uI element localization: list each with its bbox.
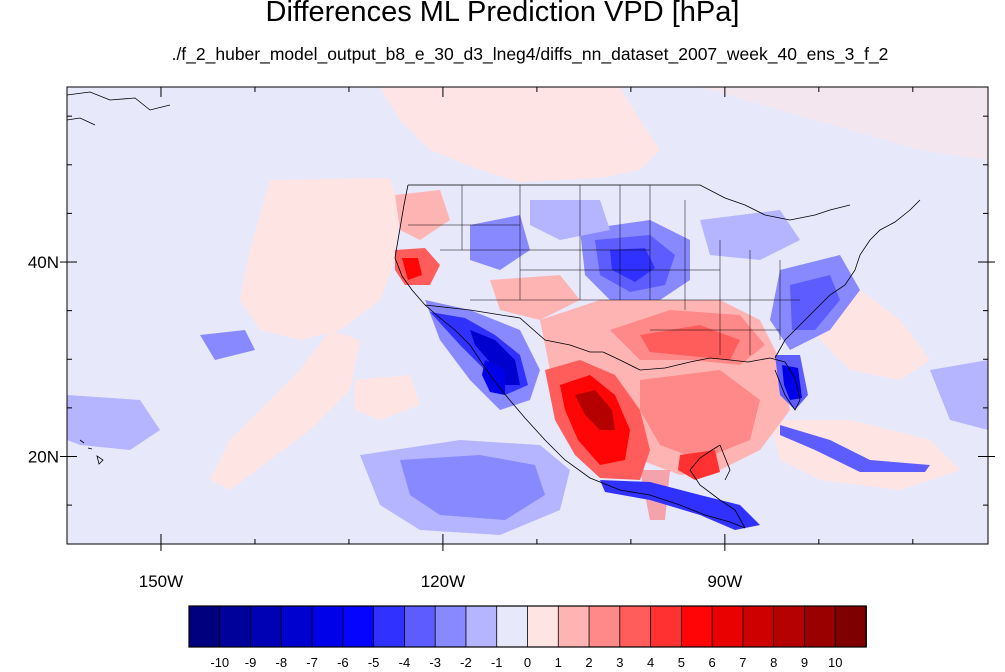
colorbar-label: 3 — [616, 655, 623, 670]
colorbar-label: 9 — [801, 655, 808, 670]
cool-field-north-plains — [530, 200, 610, 240]
y-tick-label: 40N — [28, 253, 59, 272]
colorbar-label: 5 — [678, 655, 685, 670]
pink-field-pacific-diagonal — [210, 330, 360, 490]
colorbar-swatch — [311, 605, 344, 648]
colorbar-label: 10 — [828, 655, 842, 670]
colorbar-swatch — [619, 605, 652, 648]
colorbar-label: -7 — [306, 655, 318, 670]
cool-field-baja-core — [470, 330, 520, 385]
north-america-coastline — [394, 184, 921, 529]
warm-field-gulf-interior — [640, 370, 760, 460]
colorbar-label: -8 — [276, 655, 288, 670]
warm-field-california-core — [402, 258, 422, 280]
axis-ticks — [60, 87, 995, 551]
axis-tick-labels: 150W 120W 90W 20N 40N — [28, 253, 743, 591]
colorbar-label: 1 — [555, 655, 562, 670]
colorbar-label: 8 — [770, 655, 777, 670]
cool-field-east-coast-inner — [790, 275, 840, 330]
x-tick-label: 90W — [707, 572, 742, 591]
colorbar: -10 -9 -8 -7 -6 -5 -4 -3 -2 -1 0 1 2 3 4 5 6 7 8 9 10 — [188, 605, 867, 670]
chart-subtitle: ./f_2_huber_model_output_b8_e_30_d3_lneg… — [171, 44, 889, 64]
colorbar-swatch — [250, 605, 283, 648]
colorbar-swatch — [465, 605, 498, 648]
colorbar-label: 0 — [524, 655, 531, 670]
colorbar-label: -9 — [245, 655, 257, 670]
pink-field-north-pacific — [380, 87, 660, 182]
cool-field-great-lakes — [700, 210, 800, 260]
cool-field-florida-core — [782, 365, 802, 400]
us-mexico-border — [424, 304, 603, 353]
alaska-coast — [67, 91, 171, 126]
colorbar-swatch — [373, 605, 406, 648]
chart-title: Differences ML Prediction VPD [hPa] — [265, 0, 740, 28]
colorbar-swatch — [496, 605, 529, 648]
colorbar-swatch — [650, 605, 683, 648]
colorbar-swatch — [773, 605, 806, 648]
warm-field-mexico-core — [575, 390, 615, 430]
cool-field-east-pacific-inner — [400, 455, 545, 520]
colorbar-label: 2 — [585, 655, 592, 670]
map-plot-area — [67, 87, 988, 544]
warm-field-oregon — [395, 190, 450, 240]
cool-field-central-plains-core — [610, 248, 655, 282]
colorbar-swatch — [434, 605, 467, 648]
cool-field-west-pacific-patches — [200, 330, 255, 360]
colorbar-swatch — [680, 605, 714, 648]
cool-field-atlantic-east — [930, 360, 988, 430]
us-canada-border — [408, 184, 851, 221]
colorbar-label: 4 — [647, 655, 654, 670]
warm-field-yucatan — [678, 450, 720, 480]
colorbar-frame — [188, 605, 867, 648]
warm-field-great-basin — [490, 275, 580, 320]
colorbar-label: 6 — [709, 655, 716, 670]
political-boundaries — [67, 91, 921, 529]
colorbar-swatch — [742, 605, 775, 648]
colorbar-swatch — [188, 605, 221, 648]
us-state-lines — [408, 185, 800, 355]
cool-field-northern-rockies — [470, 215, 530, 270]
colorbar-label: -1 — [491, 655, 503, 670]
colorbar-swatch — [342, 605, 375, 648]
pink-field-west-pacific — [240, 178, 400, 340]
colorbar-label: -3 — [429, 655, 441, 670]
colorbar-label: 7 — [739, 655, 746, 670]
map-frame — [66, 86, 989, 545]
x-tick-label: 120W — [421, 572, 465, 591]
colorbar-swatch — [219, 605, 252, 648]
cool-field-far-west — [67, 395, 160, 450]
colorbar-label: -10 — [210, 655, 229, 670]
colorbar-label: -2 — [460, 655, 472, 670]
cool-field-baja-south — [482, 360, 505, 395]
warm-field-mid-south-core — [640, 325, 740, 360]
difference-field — [67, 87, 988, 535]
colorbar-swatch — [557, 605, 590, 648]
colorbar-swatch — [527, 605, 560, 648]
pink-field-central-pacific — [355, 375, 420, 420]
colorbar-swatch — [404, 605, 437, 648]
x-tick-label: 150W — [139, 572, 183, 591]
pink-field-far-north — [700, 87, 988, 160]
colorbar-swatch — [834, 605, 867, 648]
colorbar-swatch — [588, 605, 621, 648]
hawaii-islands — [79, 439, 104, 465]
cool-field-caribbean-stripe — [780, 425, 930, 472]
colorbar-label: -4 — [399, 655, 411, 670]
colorbar-swatch — [804, 605, 837, 648]
colorbar-label: -5 — [368, 655, 380, 670]
colorbar-swatch — [711, 605, 744, 648]
colorbar-swatch — [280, 605, 313, 648]
colorbar-label: -6 — [337, 655, 349, 670]
y-tick-label: 20N — [28, 447, 59, 466]
